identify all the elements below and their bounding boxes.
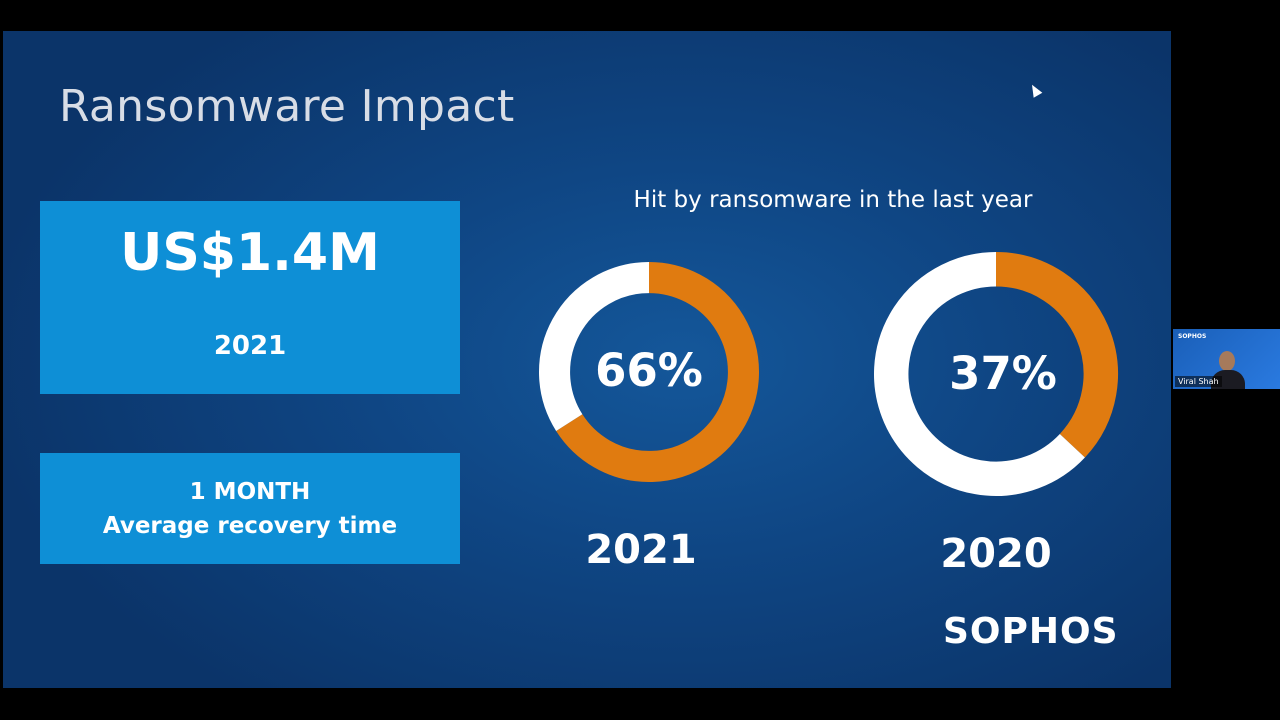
donut-year-2021: 2021	[585, 527, 697, 573]
cost-value: US$1.4M	[120, 222, 380, 283]
recovery-caption: Average recovery time	[102, 512, 398, 539]
presentation-slide: Ransomware Impact US$1.4M 2021 1 MONTH A…	[3, 31, 1171, 688]
donut-slice-hit-2021	[556, 262, 759, 482]
recovery-value: 1 MONTH	[189, 478, 311, 505]
slide-title: Ransomware Impact	[59, 81, 515, 132]
donut-year-2020: 2020	[940, 531, 1052, 577]
donut-value-2021: 66%	[595, 344, 703, 397]
chart-heading: Hit by ransomware in the last year	[633, 187, 1033, 213]
participant-name: Viral Shah	[1175, 376, 1222, 387]
participant-avatar	[1219, 351, 1235, 371]
donut-chart-2021	[539, 262, 759, 482]
participant-video-thumbnail[interactable]: SOPHOS Viral Shah	[1173, 329, 1280, 389]
donut-slice-not-hit-2021	[539, 262, 650, 431]
cost-year: 2021	[213, 330, 287, 361]
cost-stat-box: US$1.4M 2021	[40, 201, 460, 394]
recovery-stat-box: 1 MONTH Average recovery time	[40, 453, 460, 564]
donut-chart-2020	[874, 252, 1118, 496]
participant-brand: SOPHOS	[1178, 333, 1207, 340]
donut-slice-hit-2020	[995, 252, 1118, 458]
donut-value-2020: 37%	[949, 347, 1057, 400]
sophos-logo: SOPHOS	[943, 611, 1119, 652]
donut-slice-not-hit-2020	[874, 252, 1085, 496]
